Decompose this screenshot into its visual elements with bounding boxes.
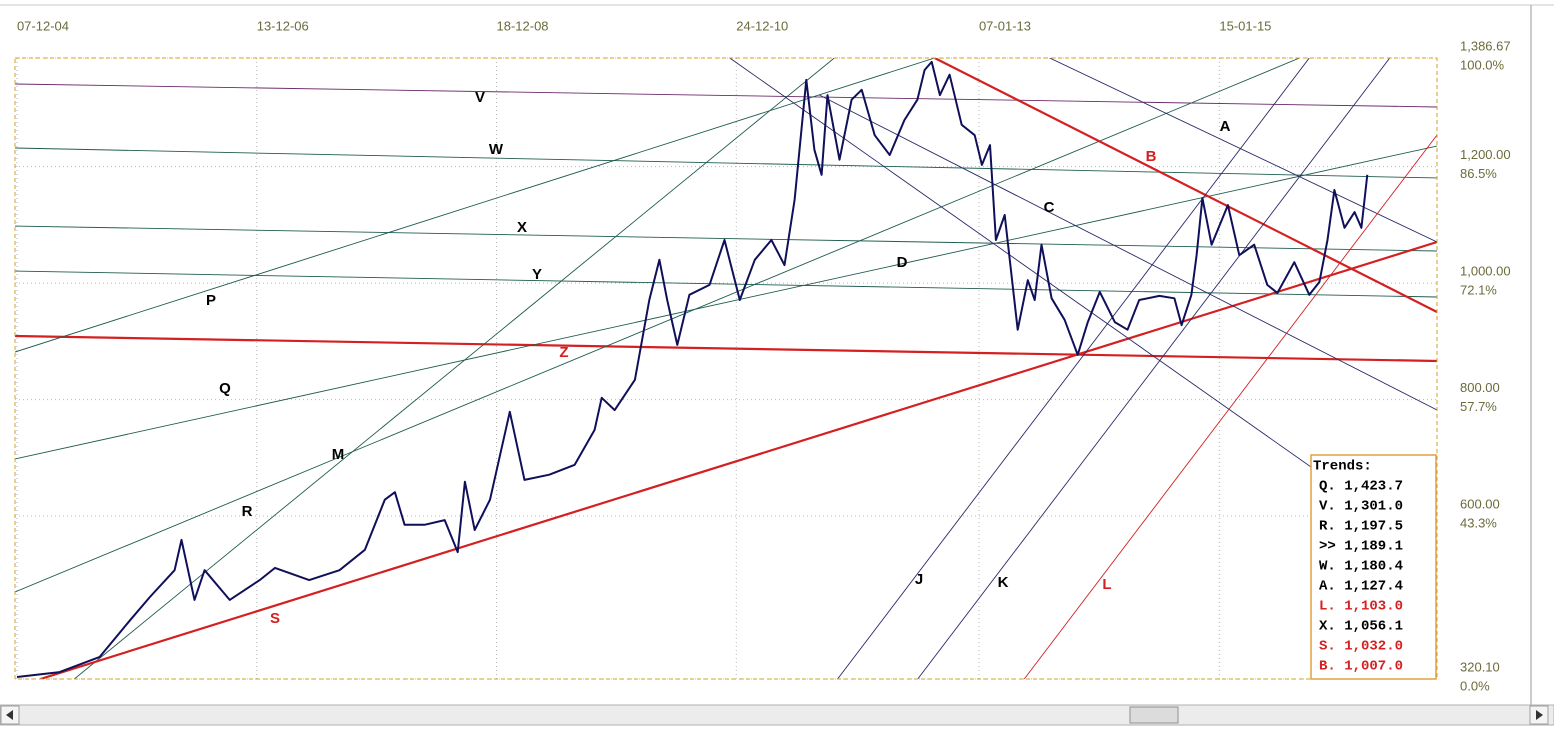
- trends-title: Trends:: [1313, 459, 1372, 475]
- trend-line: [15, 270, 1437, 298]
- y-tick-label: 1,386.67: [1460, 38, 1511, 53]
- y-tick-sublabel: 0.0%: [1460, 678, 1490, 693]
- y-tick-label: 1,000.00: [1460, 264, 1511, 279]
- scroll-right-arrow: [1536, 710, 1543, 720]
- scroll-left-arrow: [6, 710, 13, 720]
- trend-label: V: [475, 89, 485, 106]
- y-tick-sublabel: 100.0%: [1460, 57, 1505, 72]
- trend-line: [1049, 58, 1437, 243]
- trend-label: M: [332, 446, 345, 463]
- trend-row: A. 1,127.4: [1319, 579, 1403, 595]
- trend-line: [729, 58, 1330, 481]
- y-tick-label: 1,200.00: [1460, 147, 1511, 162]
- trend-label: Z: [559, 344, 568, 361]
- trend-label: Q: [219, 380, 231, 397]
- trend-row: >> 1,189.1: [1319, 539, 1403, 555]
- trend-label: W: [489, 141, 504, 158]
- y-tick-sublabel: 86.5%: [1460, 166, 1497, 181]
- annotations: V W X Y Z P Q R M S A B C D J K L: [206, 89, 1231, 627]
- trend-line: [15, 58, 935, 353]
- trend-row: B. 1,007.0: [1319, 659, 1403, 675]
- trend-lines: [15, 58, 1437, 679]
- trend-label: Y: [532, 266, 542, 283]
- trend-label: K: [998, 574, 1009, 591]
- trend-label: P: [206, 292, 216, 309]
- trend-line: [15, 83, 1437, 108]
- trend-line: [819, 94, 1437, 411]
- x-tick-label: 15-01-15: [1219, 18, 1271, 33]
- trend-label: S: [270, 610, 280, 627]
- trends-box: Trends: Q. 1,423.7 V. 1,301.0 R. 1,197.5 >>…: [1310, 454, 1437, 680]
- y-tick-sublabel: 72.1%: [1460, 283, 1497, 298]
- price-layer: [16, 60, 1369, 678]
- trend-row: L. 1,103.0: [1319, 599, 1403, 615]
- x-tick-label: 13-12-06: [257, 18, 309, 33]
- x-tick-label: 24-12-10: [736, 18, 788, 33]
- grid: 07-12-04 13-12-06 18-12-08 24-12-10 07-01-13…: [15, 18, 1511, 693]
- x-tick-label: 07-12-04: [17, 18, 69, 33]
- y-tick-label: 800.00: [1460, 380, 1500, 395]
- trend-label: B: [1146, 148, 1157, 165]
- trend-line: [1023, 134, 1437, 679]
- trend-row: V. 1,301.0: [1319, 499, 1403, 515]
- trend-row: X. 1,056.1: [1319, 619, 1403, 635]
- x-tick-label: 18-12-08: [496, 18, 548, 33]
- scroll-track[interactable]: [0, 704, 1554, 726]
- trend-line: [74, 58, 835, 679]
- trend-line: [15, 58, 1300, 593]
- plot-frame: [14, 57, 1438, 680]
- y-tick-label: 320.10: [1460, 659, 1500, 674]
- trend-line: [40, 240, 1437, 679]
- trend-label: R: [242, 503, 253, 520]
- trend-row: R. 1,197.5: [1319, 519, 1403, 535]
- scroll-thumb[interactable]: [1129, 706, 1179, 724]
- trend-label: J: [915, 571, 923, 588]
- y-tick-label: 600.00: [1460, 496, 1500, 511]
- trend-row: S. 1,032.0: [1319, 639, 1403, 655]
- trend-row: Q. 1,423.7: [1319, 479, 1403, 495]
- trend-line: [837, 58, 1310, 679]
- trend-line: [15, 147, 1437, 179]
- trend-row: W. 1,180.4: [1319, 559, 1403, 575]
- trend-line: [917, 58, 1391, 679]
- trend-line: [934, 58, 1437, 313]
- trend-line: [15, 334, 1437, 363]
- trend-line: [15, 225, 1437, 252]
- trend-label: L: [1102, 576, 1111, 593]
- x-tick-label: 07-01-13: [979, 18, 1031, 33]
- scrollbar[interactable]: [0, 704, 1554, 726]
- price-line: [16, 60, 1369, 678]
- y-tick-sublabel: 57.7%: [1460, 399, 1497, 414]
- trends-box-frame: [1310, 454, 1437, 680]
- trend-label: C: [1044, 199, 1055, 216]
- trend-line: [15, 145, 1437, 460]
- trend-label: D: [897, 254, 908, 271]
- trend-label: A: [1220, 118, 1231, 135]
- y-tick-sublabel: 43.3%: [1460, 515, 1497, 530]
- trend-label: X: [517, 219, 527, 236]
